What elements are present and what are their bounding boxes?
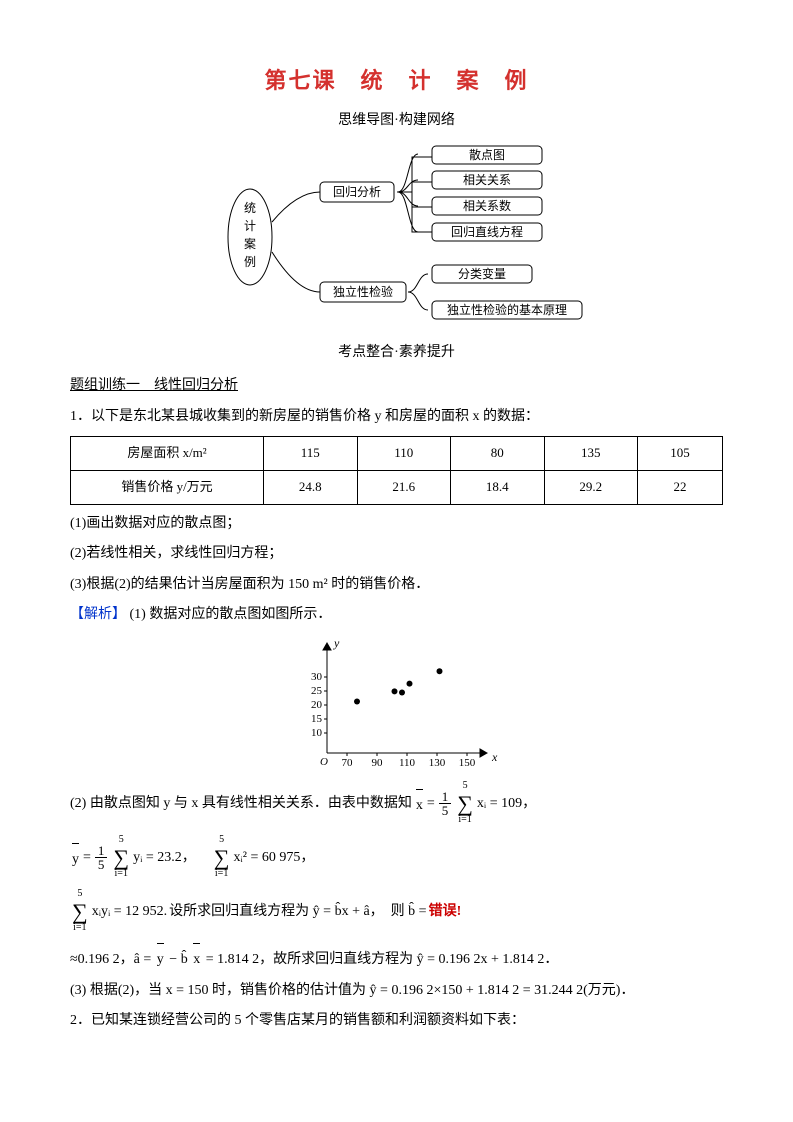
scatter-chart: 10 15 20 25 30 70 90 110 130 150 O x y [292, 633, 502, 773]
table-row: 房屋面积 x/m² 115 110 80 135 105 [71, 437, 723, 471]
xtick: 110 [398, 757, 415, 769]
y-cell: 18.4 [451, 470, 545, 504]
y-cell: 21.6 [357, 470, 451, 504]
scatter-point [399, 689, 405, 695]
ytick: 10 [311, 727, 323, 739]
analysis1-text: (1) 数据对应的散点图如图所示． [130, 607, 332, 622]
ytick: 20 [311, 699, 323, 711]
x-cell: 80 [451, 437, 545, 471]
leaf-1-1: 散点图 [468, 147, 504, 162]
ybar: y [72, 843, 79, 874]
section-break: 考点整合·素养提升 [70, 340, 723, 367]
subtitle: 思维导图·构建网络 [70, 108, 723, 135]
scatter-point [406, 681, 412, 687]
scatter-point [436, 668, 442, 674]
xtick: 130 [428, 757, 445, 769]
xtick: 150 [458, 757, 475, 769]
sum-term-xiyi: xᵢyᵢ = 12 952. [92, 899, 167, 926]
branch1-label: 回归分析 [332, 185, 380, 199]
xbar: x [193, 943, 200, 974]
y-cell: 22 [638, 470, 723, 504]
sum-term-yi: yᵢ = 23.2， [133, 845, 196, 872]
x-cell: 105 [638, 437, 723, 471]
branch2-label: 独立性检验 [332, 284, 392, 299]
page-title: 第七课 统 计 案 例 [70, 60, 723, 102]
leaf-1-2: 相关关系 [462, 173, 510, 187]
y-cell: 24.8 [264, 470, 358, 504]
analysis-label: 【解析】 [70, 607, 126, 622]
xtick: 90 [371, 757, 383, 769]
section-header: 题组训练一 线性回归分析 [70, 373, 723, 400]
ytick: 30 [311, 671, 323, 683]
scatter-point [391, 688, 397, 694]
origin-label: O [320, 756, 328, 768]
x-cell: 110 [357, 437, 451, 471]
scatter-point [354, 698, 360, 704]
q1-stem: 1．以下是东北某县城收集到的新房屋的销售价格 y 和房屋的面积 x 的数据： [70, 404, 723, 431]
mindmap-root-char2: 计 [243, 219, 255, 233]
sum-icon: 5 ∑ i=1 [457, 781, 473, 827]
error-text: 错误! [429, 899, 462, 926]
q1-table: 房屋面积 x/m² 115 110 80 135 105 销售价格 y/万元 2… [70, 436, 723, 504]
mindmap-diagram: 统 计 案 例 回归分析 独立性检验 散点图 相关关系 相关系数 回归直线方程 … [202, 142, 592, 332]
table-row: 销售价格 y/万元 24.8 21.6 18.4 29.2 22 [71, 470, 723, 504]
leaf-2-1: 分类变量 [457, 266, 505, 281]
mindmap-root-char4: 例 [243, 255, 255, 269]
leaf-1-4: 回归直线方程 [450, 224, 522, 239]
frac-1-5: 15 [439, 790, 452, 817]
sum-term-xi2: xᵢ² = 60 975， [233, 845, 314, 872]
y-cell: 29.2 [544, 470, 638, 504]
sum-term-xi: xᵢ = 109， [477, 791, 536, 818]
analysis3: (3) 根据(2)，当 x = 150 时，销售价格的估计值为 ŷ = 0.19… [70, 978, 723, 1005]
x-cell: 115 [264, 437, 358, 471]
ytick: 15 [311, 713, 323, 725]
q1-sub1: (1)画出数据对应的散点图； [70, 511, 723, 538]
ylabel: y [333, 636, 340, 650]
leaf-2-2: 独立性检验的基本原理 [446, 302, 566, 317]
q1-sub2: (2)若线性相关，求线性回归方程； [70, 541, 723, 568]
mindmap-root-char3: 案 [243, 236, 255, 251]
analysis2-line3: 5 ∑ i=1 xᵢyᵢ = 12 952. 设所求回归直线方程为 ŷ = b̂… [70, 889, 723, 935]
analysis2-line1: (2) 由散点图知 y 与 x 具有线性相关关系．由表中数据知 x = 15 5… [70, 781, 723, 827]
sum-icon: 5 ∑ i=1 [72, 889, 88, 935]
eq: = [83, 845, 91, 872]
q2-stem: 2．已知某连锁经营公司的 5 个零售店某月的销售额和利润额资料如下表： [70, 1008, 723, 1035]
analysis-line-1: 【解析】 (1) 数据对应的散点图如图所示． [70, 602, 723, 629]
sum-icon: 5 ∑ i=1 [113, 835, 129, 881]
x-cell: 135 [544, 437, 638, 471]
eq: = [427, 791, 435, 818]
xtick: 70 [341, 757, 353, 769]
sum-icon: 5 ∑ i=1 [214, 835, 230, 881]
xbar: x [416, 789, 423, 820]
q1-sub3: (3)根据(2)的结果估计当房屋面积为 150 m² 时的销售价格． [70, 572, 723, 599]
analysis2-line2: y = 15 5 ∑ i=1 yᵢ = 23.2， 5 ∑ i=1 xᵢ² = … [70, 835, 723, 881]
row1-label: 房屋面积 x/m² [71, 437, 264, 471]
row2-label: 销售价格 y/万元 [71, 470, 264, 504]
leaf-1-3: 相关系数 [462, 198, 510, 213]
ybar: y [157, 943, 164, 974]
regression-setup: 设所求回归直线方程为 ŷ = b̂x + â， 则 b̂ = [169, 899, 426, 926]
ytick: 25 [311, 685, 323, 697]
frac-1-5: 15 [95, 844, 108, 871]
analysis2-prefix: (2) 由散点图知 y 与 x 具有线性相关关系．由表中数据知 [70, 791, 412, 818]
b-value-line: ≈0.196 2，â = y − b̂ x = 1.814 2，故所求回归直线方… [70, 943, 723, 974]
mindmap-root-char1: 统 [243, 201, 255, 215]
xlabel: x [491, 750, 498, 764]
